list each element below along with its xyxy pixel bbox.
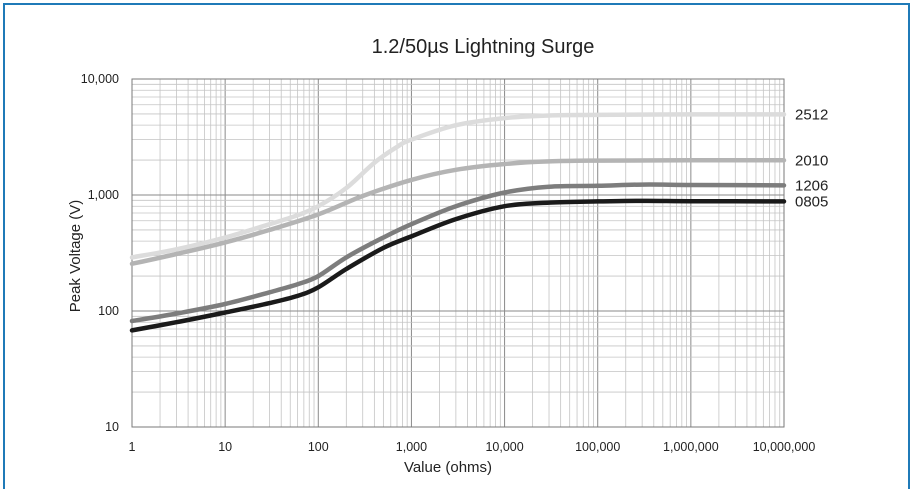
y-axis-label: Peak Voltage (V) <box>67 200 84 313</box>
grid <box>131 78 785 428</box>
x-tick-label: 100 <box>308 440 329 454</box>
tick-labels: 1 10 100 1,000 10,000 100,000 1,000,000 10,000,… <box>81 72 816 454</box>
series-label-0805: 0805 <box>795 193 828 210</box>
y-tick-label: 100 <box>98 304 119 318</box>
x-tick-label: 10,000 <box>485 440 523 454</box>
x-tick-label: 1 <box>129 440 136 454</box>
series-label-2512: 2512 <box>795 106 828 123</box>
series-label-2010: 2010 <box>795 152 828 169</box>
x-tick-label: 1,000 <box>396 440 427 454</box>
x-tick-label: 10,000,000 <box>753 440 816 454</box>
chart-title: 1.2/50µs Lightning Surge <box>372 36 595 58</box>
series-line-0805 <box>129 198 787 333</box>
x-tick-label: 10 <box>218 440 232 454</box>
y-tick-label: 1,000 <box>88 188 119 202</box>
series-line-2010 <box>129 158 787 267</box>
series-label-1206: 1206 <box>795 177 828 194</box>
y-tick-label: 10 <box>105 420 119 434</box>
x-axis-label: Value (ohms) <box>404 459 492 476</box>
x-tick-label: 1,000,000 <box>663 440 719 454</box>
series-line-2512 <box>129 112 787 260</box>
series-line-1206 <box>129 182 787 324</box>
series-lines <box>129 112 787 333</box>
plot-area-border <box>131 78 785 428</box>
x-tick-label: 100,000 <box>575 440 620 454</box>
y-tick-label: 10,000 <box>81 72 119 86</box>
